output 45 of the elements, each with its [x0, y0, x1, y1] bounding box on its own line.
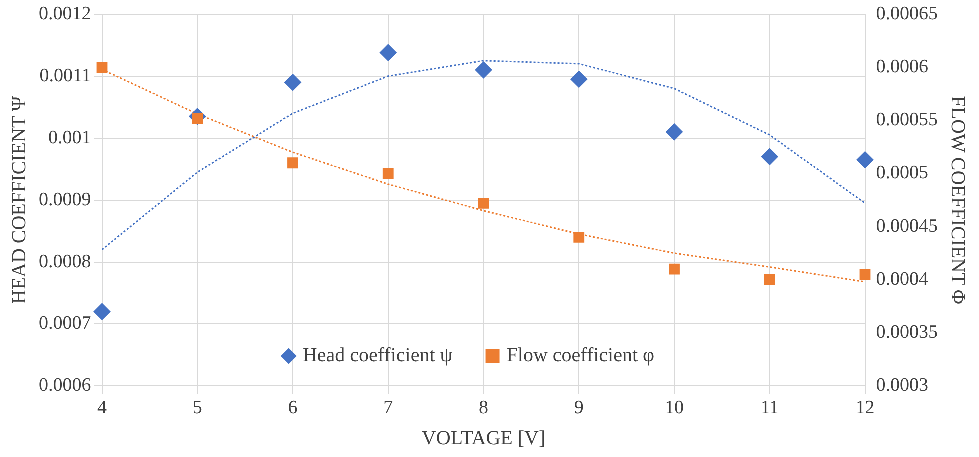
y-tick-label: 0.0008 [39, 251, 92, 272]
y2-tick-label: 0.0006 [876, 56, 928, 78]
x-axis-title: VOLTAGE [V] [422, 427, 546, 450]
y2-tick-label: 0.0005 [876, 162, 928, 184]
x-tick-label: 11 [760, 398, 780, 419]
x-tick-label: 6 [288, 398, 298, 419]
point [666, 124, 683, 141]
point [856, 152, 874, 169]
point [764, 274, 776, 286]
y2-tick-label: 0.00065 [876, 3, 938, 24]
point [475, 62, 492, 79]
x-tick-label: 9 [574, 398, 584, 419]
point [570, 70, 588, 88]
x-tick-label: 8 [479, 398, 488, 419]
y2-tick-label: 0.00045 [876, 216, 938, 237]
point [284, 74, 302, 92]
y-tick-label: 0.0009 [39, 189, 92, 210]
point [761, 148, 778, 166]
y2-tick-label: 0.0004 [876, 268, 929, 290]
y-tick-label: 0.0012 [39, 3, 92, 24]
point [96, 62, 108, 73]
x-tick-label: 10 [665, 398, 684, 419]
point [382, 168, 394, 180]
y-tick-label: 0.0006 [39, 375, 92, 396]
point [860, 269, 871, 280]
point [478, 198, 490, 209]
y-tick-label: 0.001 [48, 127, 92, 148]
y-axis-title: HEAD COEFFICIENT Ψ [8, 96, 30, 304]
x-tick-label: 5 [192, 398, 202, 419]
legend-label: Head coefficient ψ [302, 344, 454, 366]
y-tick-label: 0.0011 [40, 65, 92, 86]
x-tick-label: 12 [856, 398, 875, 419]
point [94, 303, 111, 320]
point [380, 44, 397, 62]
y-tick-label: 0.0007 [39, 313, 92, 334]
point [669, 264, 680, 275]
x-tick-label: 7 [384, 398, 394, 419]
y2-tick-label: 0.00055 [876, 110, 938, 131]
x-tick-label: 4 [98, 398, 108, 419]
y2-axis-title: FLOW COEFFICIENT Φ [946, 96, 969, 305]
y2-tick-label: 0.0003 [876, 375, 928, 396]
point [574, 232, 585, 243]
legend-label: Flow coefficient φ [506, 344, 655, 366]
y2-tick-label: 0.00035 [876, 322, 938, 344]
point [288, 158, 298, 169]
